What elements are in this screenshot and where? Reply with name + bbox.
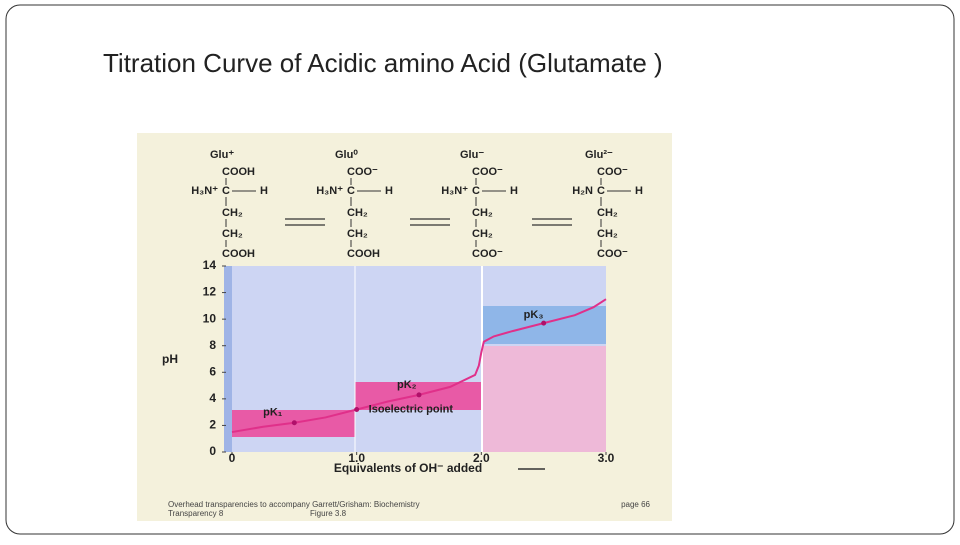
structure-text: COO⁻ <box>347 166 378 178</box>
footer: Figure 3.8 <box>310 509 347 518</box>
structure-text: COOH <box>222 248 255 260</box>
annotation: pK₃ <box>524 309 544 321</box>
structure-text: CH₂ <box>347 228 368 240</box>
structure-text: CH₂ <box>347 207 368 219</box>
structure-atom: C <box>472 185 480 197</box>
structure-text: COO⁻ <box>597 248 628 260</box>
structure-text: CH₂ <box>222 228 243 240</box>
axis-band <box>224 266 232 452</box>
equilibrium-arrows <box>285 218 572 226</box>
annotation-point <box>416 392 422 398</box>
annotation: pK₂ <box>397 379 417 391</box>
annotation-point <box>354 406 360 412</box>
structure-text: CH₂ <box>597 228 618 240</box>
y-tick-label: 12 <box>203 285 217 299</box>
structure-text: H <box>260 185 268 197</box>
x-axis-label: Equivalents of OH⁻ added <box>334 461 482 475</box>
structure-text: CH₂ <box>472 207 493 219</box>
annotation: Isoelectric point <box>369 403 454 415</box>
structure-text: COOH <box>222 166 255 178</box>
annotation-point <box>541 320 547 326</box>
structure-text: COO⁻ <box>472 166 503 178</box>
x-tick-label: 0 <box>229 451 236 465</box>
y-tick-label: 8 <box>209 338 216 352</box>
structure-text: H <box>635 185 643 197</box>
structure-atom: C <box>597 185 605 197</box>
footer: page 66 <box>621 500 650 509</box>
footer: Overhead transparencies to accompany Gar… <box>168 500 420 509</box>
structure-atom: C <box>347 185 355 197</box>
structure-text: CH₂ <box>472 228 493 240</box>
structure-text: H₃N⁺ <box>316 185 343 197</box>
y-axis-label: pH <box>162 352 178 366</box>
y-tick-label: 6 <box>209 364 216 378</box>
structure-text: COO⁻ <box>472 248 503 260</box>
y-tick-label: 4 <box>209 391 216 405</box>
structure-text: Glu²⁻ <box>585 149 613 161</box>
structure-text: Glu⁰ <box>335 149 358 161</box>
x-tick-label: 2.0 <box>473 451 490 465</box>
structure-text: H₃N⁺ <box>191 185 218 197</box>
structure-text: Glu⁺ <box>210 149 234 161</box>
y-tick-label: 10 <box>203 311 217 325</box>
structure-text: COOH <box>347 248 380 260</box>
annotation-point <box>291 420 297 426</box>
structure-text: COO⁻ <box>597 166 628 178</box>
structure-text: H <box>385 185 393 197</box>
region <box>482 346 606 452</box>
structure-text: CH₂ <box>222 207 243 219</box>
y-tick-label: 0 <box>209 444 216 458</box>
annotation: pK₁ <box>263 407 283 419</box>
y-tick-label: 2 <box>209 418 216 432</box>
titration-curve <box>231 298 607 434</box>
structure-atom: C <box>222 185 230 197</box>
footer: Transparency 8 <box>168 509 224 518</box>
x-tick-label: 3.0 <box>598 451 615 465</box>
y-tick-label: 14 <box>203 258 217 272</box>
structure-text: H <box>510 185 518 197</box>
structure-text: H₂N <box>572 185 593 197</box>
structure-text: Glu⁻ <box>460 149 484 161</box>
slide-title: Titration Curve of Acidic amino Acid (Gl… <box>103 48 663 78</box>
x-tick-label: 1.0 <box>348 451 365 465</box>
structure-text: H₃N⁺ <box>441 185 468 197</box>
structure-text: CH₂ <box>597 207 618 219</box>
